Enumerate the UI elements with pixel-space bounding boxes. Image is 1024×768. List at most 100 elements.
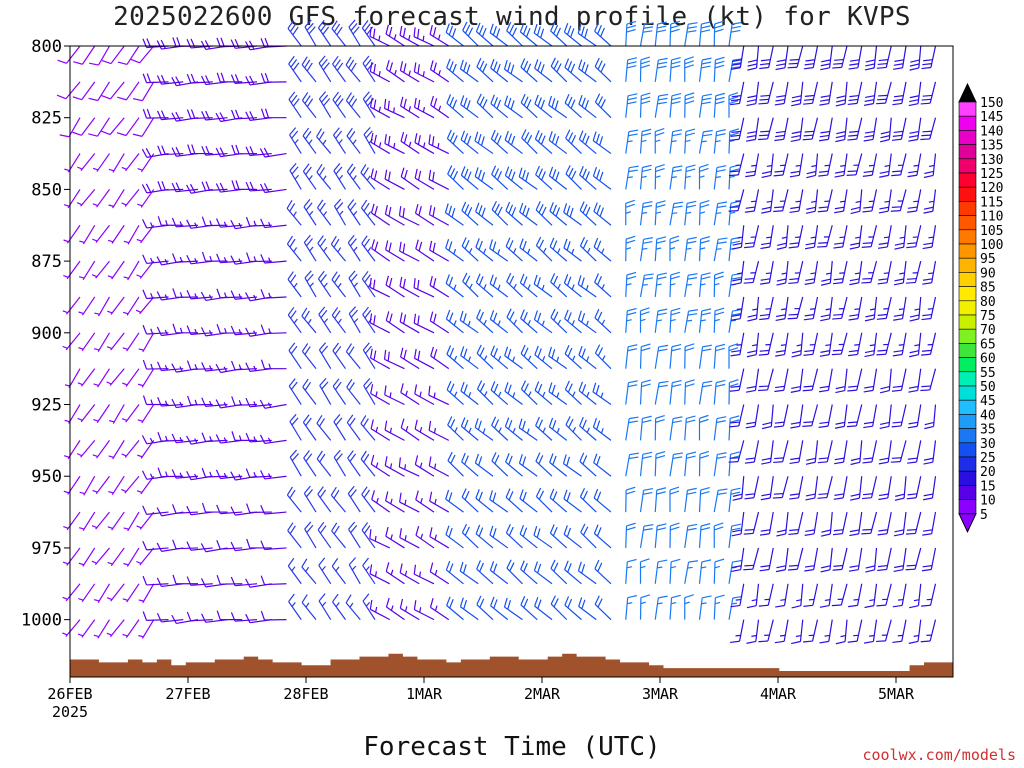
- barb-full: [186, 73, 192, 84]
- barb-full: [579, 201, 585, 211]
- barb-full: [507, 97, 512, 108]
- wind-barb: [385, 491, 405, 513]
- barb-full: [463, 419, 469, 430]
- wind-barb: [429, 275, 450, 298]
- barb-full: [567, 598, 573, 609]
- barb-full: [172, 574, 177, 584]
- barb-full: [205, 145, 211, 156]
- wind-barb: [142, 505, 169, 515]
- barb-half: [107, 561, 113, 565]
- barb-half: [883, 272, 890, 275]
- barb-full: [876, 102, 886, 105]
- barb-half: [164, 258, 169, 265]
- wind-barb: [446, 94, 464, 119]
- barb-full: [627, 307, 637, 312]
- credit-link[interactable]: coolwx.com/models: [862, 746, 1016, 764]
- barb-full: [389, 62, 394, 72]
- barb-full: [520, 93, 526, 103]
- barb-full: [289, 127, 297, 136]
- barb-full: [732, 58, 743, 61]
- barb-half: [404, 464, 407, 470]
- barb-half: [642, 283, 648, 286]
- barb-full: [445, 525, 450, 535]
- colorbar-cell: [958, 115, 977, 131]
- barb-staff: [97, 296, 111, 317]
- barb-half: [730, 319, 737, 322]
- barb-half: [423, 142, 426, 148]
- x-tick-label: 5MAR: [878, 685, 915, 703]
- barb-full: [387, 100, 390, 111]
- barb-full: [715, 60, 725, 65]
- barb-full: [402, 207, 405, 218]
- barb-full: [758, 640, 768, 643]
- barb-half: [684, 601, 690, 605]
- barb-half: [209, 365, 213, 371]
- barb-full: [350, 98, 358, 108]
- barb-full: [186, 576, 192, 586]
- barb-full: [360, 415, 367, 424]
- wind-barb: [592, 131, 612, 155]
- barb-full: [846, 425, 857, 428]
- colorbar-label: 140: [980, 124, 1003, 139]
- barb-full: [478, 205, 483, 215]
- wind-barb: [592, 417, 612, 441]
- barb-half: [179, 401, 183, 408]
- barb-half: [557, 248, 561, 254]
- barb-staff: [190, 332, 213, 335]
- barb-half: [437, 34, 441, 40]
- barb-full: [687, 277, 698, 280]
- barb-full: [731, 527, 741, 531]
- wind-barb: [429, 60, 450, 83]
- barb-staff: [68, 368, 81, 389]
- wind-barb: [369, 277, 391, 298]
- barb-half: [824, 599, 831, 602]
- barb-full: [577, 24, 582, 34]
- barb-full: [479, 60, 485, 70]
- barb-full: [505, 453, 510, 463]
- barb-staff: [109, 368, 125, 386]
- barb-full: [260, 540, 266, 550]
- barb-half: [293, 318, 298, 324]
- barb-full: [231, 360, 236, 371]
- barb-staff: [684, 382, 687, 405]
- barb-full: [643, 26, 654, 29]
- barb-full: [673, 452, 683, 456]
- barb-half: [93, 599, 100, 602]
- barb-full: [290, 59, 298, 68]
- barb-full: [550, 57, 556, 67]
- wind-barb: [446, 345, 464, 370]
- barb-full: [304, 521, 312, 530]
- barb-full: [418, 206, 422, 216]
- barb-half: [268, 328, 272, 334]
- barb-half: [853, 598, 859, 601]
- barb-half: [106, 597, 113, 601]
- wind-barb: [669, 93, 682, 118]
- wind-barb: [654, 523, 667, 548]
- colorbar-label: 75: [980, 309, 996, 324]
- barb-full: [920, 389, 930, 392]
- barb-full: [347, 199, 355, 208]
- wind-barb: [429, 240, 450, 262]
- barb-full: [699, 204, 710, 208]
- barb-half: [527, 355, 532, 361]
- wind-barb: [654, 450, 666, 477]
- barb-full: [249, 75, 255, 85]
- wind-barb: [369, 97, 391, 119]
- colorbar-label: 20: [980, 465, 996, 480]
- wind-barb: [63, 260, 81, 280]
- wind-barb: [639, 379, 651, 405]
- wind-barb: [186, 541, 213, 551]
- barb-full: [831, 604, 842, 607]
- wind-barb: [654, 236, 667, 262]
- wind-barb: [317, 486, 332, 513]
- wind-barb: [317, 199, 332, 226]
- wind-barb: [91, 511, 110, 530]
- barb-half: [898, 308, 905, 311]
- barb-staff: [161, 403, 184, 407]
- barb-full: [582, 168, 587, 178]
- barb-staff: [654, 597, 659, 620]
- wind-barb: [428, 456, 450, 477]
- barb-full: [671, 60, 681, 65]
- barb-full: [475, 22, 481, 32]
- barb-full: [549, 488, 555, 498]
